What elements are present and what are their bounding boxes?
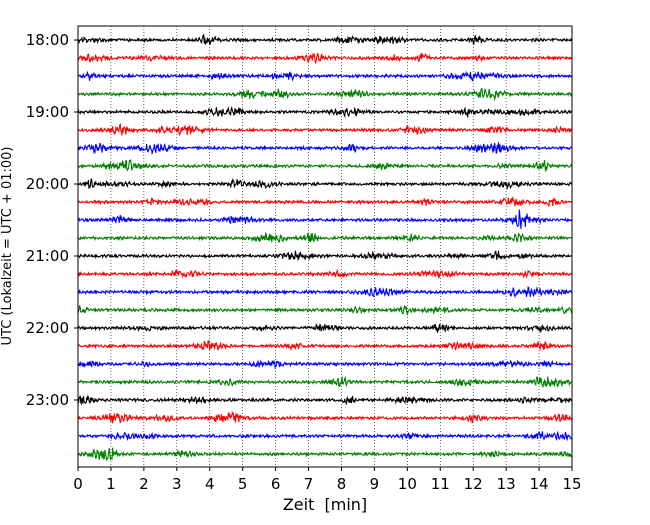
y-axis-label: UTC (Lokalzeit = UTC + 01:00) xyxy=(0,147,15,346)
trace-line xyxy=(77,88,573,102)
y-axis: 18:00 19:00 20:00 21:00 22:00 23:00 xyxy=(26,31,78,409)
y-tick-label: 19:00 xyxy=(26,103,69,121)
trace-line xyxy=(77,430,573,442)
trace-line xyxy=(77,122,573,137)
trace-line xyxy=(77,33,573,45)
y-tick-label: 21:00 xyxy=(26,247,69,265)
x-tick-label: 14 xyxy=(530,475,549,493)
x-tick-label: 0 xyxy=(73,475,83,493)
x-tick-label: 12 xyxy=(464,475,483,493)
trace-line xyxy=(77,209,573,230)
trace-line xyxy=(77,177,573,191)
trace-line xyxy=(77,196,573,207)
trace-line xyxy=(77,106,573,119)
trace-layer xyxy=(77,33,573,462)
trace-line xyxy=(77,52,573,65)
x-tick-label: 13 xyxy=(497,475,516,493)
x-tick-label: 2 xyxy=(139,475,149,493)
x-tick-label: 7 xyxy=(304,475,314,493)
y-tick-label: 23:00 xyxy=(26,391,69,409)
x-tick-label: 6 xyxy=(271,475,281,493)
trace-line xyxy=(77,141,573,156)
x-tick-label: 1 xyxy=(106,475,116,493)
y-tick-label: 20:00 xyxy=(26,175,69,193)
trace-line xyxy=(77,158,573,172)
trace-line xyxy=(77,394,573,406)
y-tick-label: 22:00 xyxy=(26,319,69,337)
x-axis-label: Zeit [min] xyxy=(283,495,367,514)
x-tick-label: 9 xyxy=(370,475,380,493)
trace-line xyxy=(77,70,573,82)
x-tick-label: 8 xyxy=(337,475,347,493)
trace-line xyxy=(77,410,573,424)
plot-frame xyxy=(77,25,573,468)
trace-line xyxy=(77,304,573,317)
x-tick-label: 3 xyxy=(172,475,182,493)
trace-line xyxy=(77,323,573,333)
x-tick-label: 11 xyxy=(431,475,450,493)
trace-line xyxy=(77,231,573,244)
trace-line xyxy=(77,359,573,370)
trace-line xyxy=(77,249,573,262)
trace-line xyxy=(77,340,573,352)
trace-line xyxy=(77,375,573,388)
trace-line xyxy=(77,447,573,462)
x-tick-label: 4 xyxy=(205,475,215,493)
x-axis: 0 1 2 3 4 5 6 7 8 9 10 11 12 13 14 15 xyxy=(73,467,582,493)
x-tick-label: 10 xyxy=(398,475,417,493)
x-tick-label: 15 xyxy=(562,475,581,493)
trace-line xyxy=(77,286,573,298)
x-tick-label: 5 xyxy=(238,475,248,493)
y-tick-label: 18:00 xyxy=(26,31,69,49)
trace-line xyxy=(77,268,573,279)
